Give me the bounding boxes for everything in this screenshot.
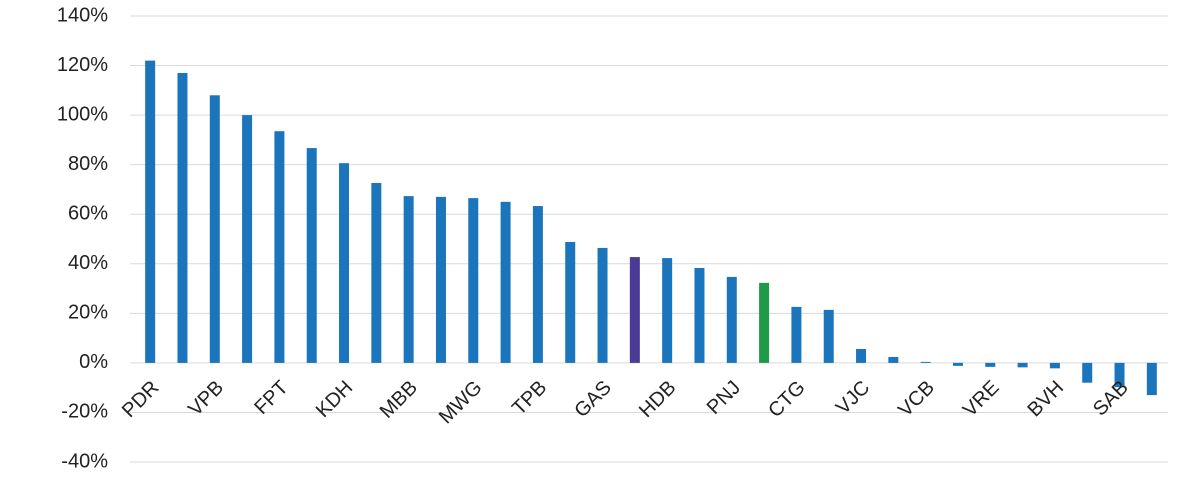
y-tick-label: 20%: [68, 302, 108, 324]
bar: [888, 356, 899, 363]
x-tick-label: SAB: [1089, 377, 1133, 421]
bar: [145, 60, 156, 363]
y-tick-label: 60%: [68, 203, 108, 225]
bar: [274, 131, 285, 363]
bar: [920, 361, 931, 363]
y-tick-label: -40%: [61, 450, 108, 472]
bar: [694, 267, 705, 363]
y-tick-label: 80%: [68, 153, 108, 175]
bar: [500, 201, 511, 363]
y-tick-label: 0%: [79, 351, 108, 373]
y-tick-label: 120%: [57, 54, 108, 76]
y-tick-label: 100%: [57, 103, 108, 125]
bar: [1082, 362, 1093, 383]
bar: [629, 257, 640, 363]
bar: [532, 206, 543, 363]
bar: [952, 362, 963, 366]
bar: [177, 72, 188, 363]
bar: [1146, 362, 1157, 396]
y-tick-label: -20%: [61, 401, 108, 423]
x-tick-label: CTG: [764, 377, 809, 422]
bar: [468, 198, 479, 363]
bar: [759, 282, 770, 363]
bar: [597, 247, 608, 363]
bar: [662, 258, 673, 363]
x-tick-label: BVH: [1024, 377, 1069, 422]
x-tick-label: VRE: [959, 377, 1004, 422]
x-tick-label: VPB: [184, 377, 228, 421]
bar: [1114, 362, 1125, 388]
x-tick-label: MBB: [376, 377, 422, 423]
bar: [1017, 362, 1028, 368]
bar: [791, 306, 802, 363]
bar: [306, 148, 317, 363]
x-tick-label: PDR: [118, 377, 163, 422]
bar: [209, 95, 220, 363]
bar: [985, 362, 996, 367]
y-tick-label: 140%: [57, 4, 108, 26]
bar: [726, 276, 737, 363]
x-tick-label: MWG: [435, 377, 487, 429]
x-tick-label: KDH: [312, 377, 357, 422]
bar: [371, 183, 382, 363]
x-tick-label: HDB: [635, 377, 680, 422]
bar: [565, 241, 576, 363]
y-tick-label: 40%: [68, 252, 108, 274]
bar: [856, 349, 867, 363]
bar: [339, 163, 350, 363]
x-tick-label: TPB: [508, 377, 551, 420]
bar: [403, 196, 414, 363]
x-tick-label: GAS: [570, 377, 615, 422]
bar: [1049, 362, 1060, 369]
bar: [823, 309, 834, 363]
x-tick-label: VCB: [894, 377, 939, 422]
bar: [242, 115, 253, 363]
bar: [435, 196, 446, 363]
